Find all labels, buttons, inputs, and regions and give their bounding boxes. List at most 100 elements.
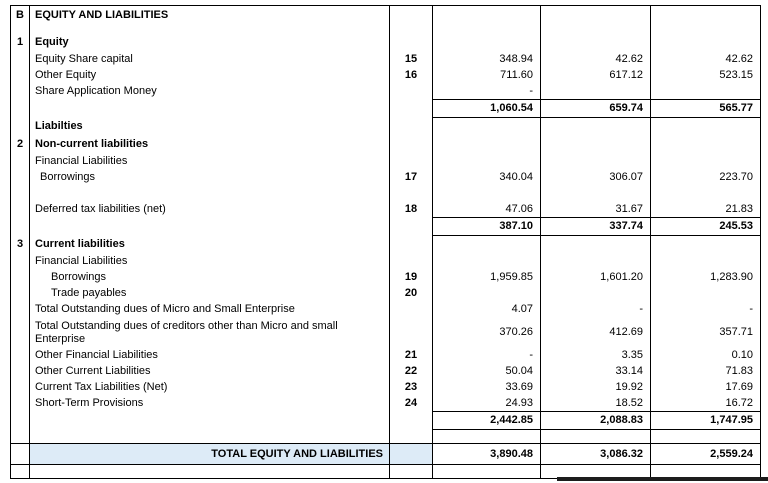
section-marker-cell (10, 379, 30, 396)
table-row: Deferred tax liabilities (net) 18 47.06 31.… (10, 201, 761, 218)
table-row: 1 Equity (10, 33, 761, 52)
row-label-cell: Current Tax Liabilities (Net) (29, 379, 390, 396)
note-number-cell (389, 317, 433, 348)
row-label-cell: Other Current Liabilities (29, 363, 390, 380)
table-row: 3 Current liabilities (10, 235, 761, 254)
balance-sheet-table: B EQUITY AND LIABILITIES 1 Equity Equity Sha… (10, 5, 761, 479)
table-row: Other Equity 16 711.60 617.12 523.15 (10, 67, 761, 84)
table-row: Trade payables 20 (10, 285, 761, 302)
amount-col2-cell: - (540, 301, 651, 318)
amount-col2-cell (540, 185, 651, 202)
section-marker-cell (10, 347, 30, 364)
table-row (10, 429, 761, 444)
amount-col1-cell (432, 235, 541, 254)
table-body: B EQUITY AND LIABILITIES 1 Equity Equity Sha… (10, 5, 761, 479)
table-row: Total Outstanding dues of Micro and Smal… (10, 301, 761, 318)
table-row: Equity Share capital 15 348.94 42.62 42.62 (10, 51, 761, 68)
amount-col1-cell (432, 5, 541, 34)
amount-col3-cell (651, 118, 761, 136)
section-marker-cell: 2 (10, 135, 30, 154)
row-label-cell (29, 185, 390, 202)
table-row: Total Outstanding dues of creditors othe… (10, 317, 761, 348)
amount-col1-cell (432, 429, 541, 444)
note-number-cell (389, 443, 433, 465)
row-label-cell: Equity (29, 33, 390, 52)
amount-col2-cell (540, 429, 651, 444)
amount-col2-cell (540, 464, 651, 479)
section-marker-cell: B (10, 5, 30, 34)
table-row: TOTAL EQUITY AND LIABILITIES 3,890.48 3,08… (10, 443, 761, 465)
amount-col3-cell: 223.70 (719, 171, 753, 184)
amount-col3-cell: 16.72 (725, 396, 753, 409)
note-number-cell: 15 (389, 51, 433, 68)
table-row: Liabilties (10, 117, 761, 136)
amount-col3-cell (651, 136, 761, 154)
section-marker-cell (10, 269, 30, 286)
amount-col1-cell: 348.94 (432, 51, 541, 68)
amount-col3-cell (651, 34, 761, 52)
amount-col3-cell: 1,283.90 (710, 271, 753, 284)
amount-col2-cell: 1,601.20 (540, 269, 651, 286)
amount-col3-cell (651, 254, 761, 270)
amount-col3-cell: 2,559.24 (650, 443, 761, 465)
section-marker-cell (10, 253, 30, 270)
amount-col2-cell (540, 285, 651, 302)
table-row: Short-Term Provisions 24 24.93 18.52 16.72 (10, 395, 761, 412)
section-marker-cell (10, 443, 30, 465)
amount-col3-cell (651, 236, 761, 254)
amount-col3-cell (651, 84, 761, 100)
amount-col2-cell: 412.69 (540, 317, 651, 348)
amount-col2-cell: 617.12 (540, 67, 651, 84)
section-marker-cell (10, 301, 30, 318)
amount-col1-cell: 1,060.54 (432, 99, 541, 118)
table-row: 2,442.85 2,088.83 1,747.95 (10, 411, 761, 430)
amount-col3-cell: 523.15 (719, 69, 753, 82)
amount-col2-cell (540, 83, 651, 100)
table-row: Borrowings 17 340.04 306.07 223.70 (10, 169, 761, 186)
row-label-cell (29, 464, 390, 479)
section-marker-cell (10, 83, 30, 100)
table-row: 2 Non-current liabilities (10, 135, 761, 154)
note-number-cell (389, 153, 433, 170)
amount-col1-cell (432, 153, 541, 170)
amount-col2-cell: 18.52 (540, 395, 651, 412)
amount-col1-cell (432, 253, 541, 270)
amount-col1-cell (432, 464, 541, 479)
amount-col1-cell: 340.04 (432, 169, 541, 186)
row-label-cell: Borrowings (29, 169, 390, 186)
note-number-cell (389, 429, 433, 444)
note-number-cell: 19 (389, 269, 433, 286)
table-row: Financial Liabilities (10, 253, 761, 270)
amount-col3-cell: 1,747.95 (650, 411, 761, 430)
amount-col2-cell: 33.14 (540, 363, 651, 380)
amount-col2-cell (540, 153, 651, 170)
row-label-cell: Other Equity (29, 67, 390, 84)
amount-col1-cell: - (432, 83, 541, 100)
row-label-cell: TOTAL EQUITY AND LIABILITIES (29, 443, 390, 465)
row-label-cell: Non-current liabilities (29, 135, 390, 154)
amount-col1-cell: 2,442.85 (432, 411, 541, 430)
section-marker-cell (10, 201, 30, 218)
section-marker-cell (10, 217, 30, 236)
amount-col2-cell: 3,086.32 (540, 443, 651, 465)
amount-col3-cell: 21.83 (725, 202, 753, 215)
amount-col3-cell: 0.10 (731, 349, 753, 362)
section-marker-cell (10, 67, 30, 84)
table-row: Current Tax Liabilities (Net) 23 33.69 19.9… (10, 379, 761, 396)
amount-col1-cell: 370.26 (432, 317, 541, 348)
table-row: B EQUITY AND LIABILITIES (10, 5, 761, 34)
amount-col1-cell: 3,890.48 (432, 443, 541, 465)
row-label-cell: Borrowings (29, 269, 390, 286)
amount-col1-cell: 33.69 (432, 379, 541, 396)
note-number-cell (389, 185, 433, 202)
row-label-cell: EQUITY AND LIABILITIES (29, 5, 390, 34)
note-number-cell (389, 117, 433, 136)
note-number-cell (389, 411, 433, 430)
section-marker-cell (10, 169, 30, 186)
row-label-cell: Trade payables (29, 285, 390, 302)
amount-col3-cell: 42.62 (725, 53, 753, 66)
row-label-cell: Other Financial Liabilities (29, 347, 390, 364)
note-number-cell (389, 5, 433, 34)
section-marker-cell (10, 117, 30, 136)
row-label-cell: Deferred tax liabilities (net) (29, 201, 390, 218)
